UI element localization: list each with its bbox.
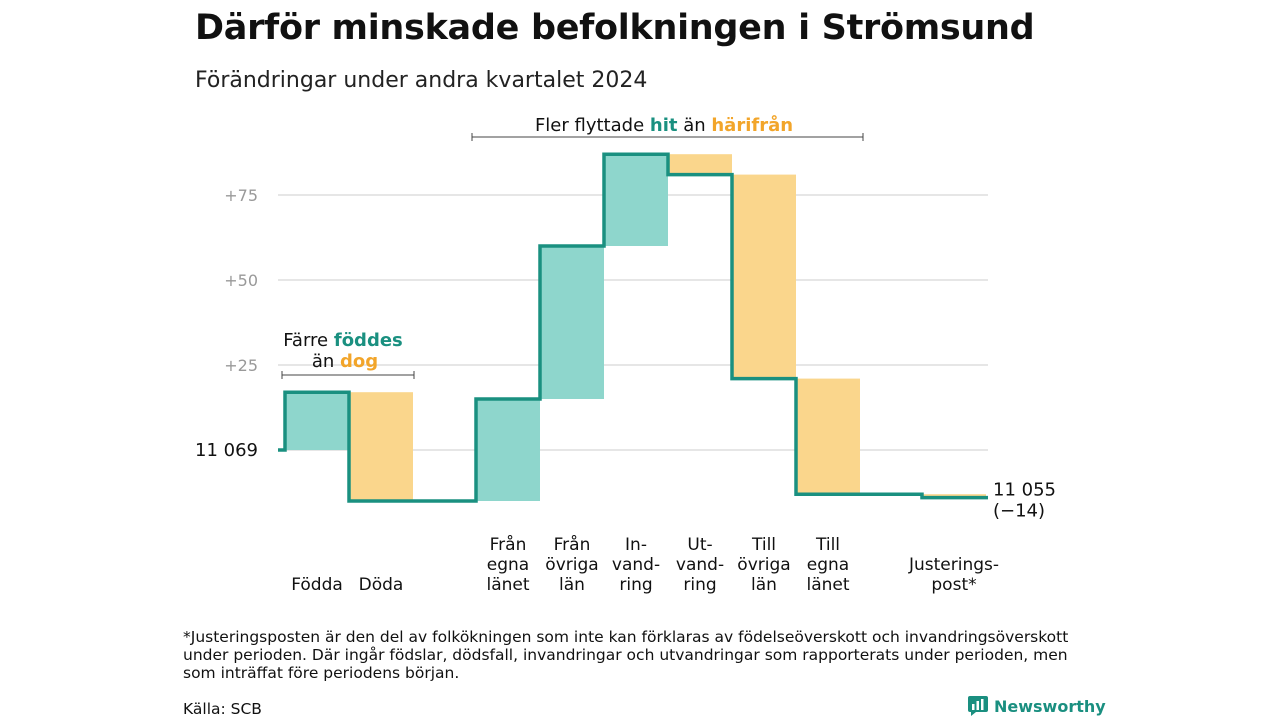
annotation-word: föddes [334,330,403,351]
x-category-label: egna [487,555,529,575]
bar [285,392,349,450]
end-value-label: 11 055 [993,480,1056,501]
bar [732,174,796,379]
x-category-label: ring [683,575,716,595]
annotation-word: Fler flyttade [535,115,650,136]
annotation-births-deaths-line1: Färre föddes [283,330,403,351]
chart-subtitle: Förändringar under andra kvartalet 2024 [195,68,648,93]
x-category-label: övriga [737,555,790,575]
x-category-label: Till [751,535,776,555]
annotation-word: härifrån [711,114,793,136]
brand-name: Newsworthy [994,696,1106,716]
annotation-word: dog [340,351,378,372]
x-category-label: Ut- [687,535,712,555]
annotation-word: hit [650,115,678,136]
x-category-label: Till [815,535,840,555]
start-value-label: 11 069 [195,440,258,461]
x-category-label: In- [625,535,647,555]
bar [796,378,860,495]
annotation-word: Färre [283,330,334,351]
x-category-label: övriga [545,555,598,575]
x-category-label: Justerings- [908,555,999,575]
x-category-label: vand- [676,555,724,575]
annotation-births-deaths-line2: än dog [312,351,378,372]
x-category-label: län [751,575,777,595]
bar [604,154,668,246]
annotation-migration: Fler flyttade hit än härifrån [535,114,793,136]
x-category-label: vand- [612,555,660,575]
annotation-word: än [677,115,711,136]
x-category-label: post* [931,575,976,595]
source-text: Källa: SCB [183,700,262,718]
x-category-label: ring [619,575,652,595]
brand-logo: Newsworthy [968,696,1106,716]
bar [349,392,413,501]
newsworthy-logo-icon [968,696,988,716]
x-category-label: länet [486,575,529,595]
bar [668,154,732,175]
x-category-label: Från [554,534,591,555]
y-tick-label: +50 [224,271,258,290]
x-category-label: länet [806,575,849,595]
running-total-line [278,152,988,503]
x-category-label: Från [490,534,527,555]
bar [476,399,540,501]
x-category-label: egna [807,555,849,575]
bar [540,246,604,399]
y-tick-label: +75 [224,186,258,205]
y-tick-label: +25 [224,356,258,375]
chart-title: Därför minskade befolkningen i Strömsund [195,8,1035,48]
x-category-label: län [559,575,585,595]
x-category-label: Döda [359,575,404,595]
annotation-word: än [312,351,340,372]
footnote: *Justeringsposten är den del av folkökni… [183,628,1069,682]
end-change-label: (−14) [993,501,1045,522]
x-category-label: Födda [291,575,343,595]
